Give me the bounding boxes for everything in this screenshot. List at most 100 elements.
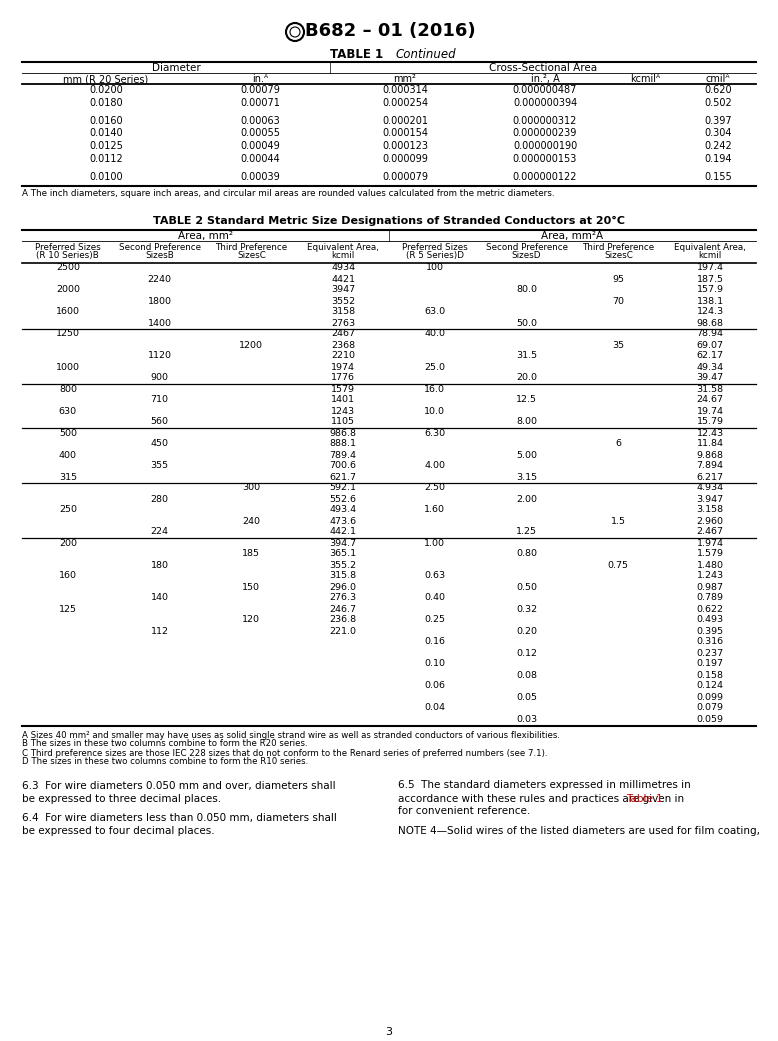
- Text: Second Preference: Second Preference: [118, 243, 201, 252]
- Text: 0.620: 0.620: [704, 85, 732, 95]
- Text: 1800: 1800: [148, 297, 172, 305]
- Text: 25.0: 25.0: [424, 362, 445, 372]
- Text: 0.03: 0.03: [516, 714, 537, 723]
- Text: 1120: 1120: [148, 352, 172, 360]
- Text: SizesD: SizesD: [512, 252, 541, 260]
- Text: 1400: 1400: [148, 319, 172, 328]
- Text: 0.00044: 0.00044: [240, 153, 280, 163]
- Text: 1.5: 1.5: [611, 516, 626, 526]
- Text: 4421: 4421: [331, 275, 355, 283]
- Text: 0.789: 0.789: [696, 593, 724, 603]
- Text: 224: 224: [151, 528, 169, 536]
- Text: Equivalent Area,: Equivalent Area,: [307, 243, 379, 252]
- Text: 0.000314: 0.000314: [382, 85, 428, 95]
- Text: Diameter: Diameter: [152, 64, 201, 73]
- Text: 246.7: 246.7: [330, 605, 356, 613]
- Text: 63.0: 63.0: [424, 307, 446, 316]
- Text: 0.000000190: 0.000000190: [513, 141, 577, 151]
- Text: in.², A: in.², A: [531, 74, 559, 84]
- Text: 3.158: 3.158: [696, 506, 724, 514]
- Text: (R 10 Series)B: (R 10 Series)B: [37, 252, 100, 260]
- Text: 1.60: 1.60: [424, 506, 445, 514]
- Text: 0.40: 0.40: [424, 593, 445, 603]
- Text: 19.74: 19.74: [696, 406, 724, 415]
- Text: 0.124: 0.124: [696, 682, 724, 690]
- Text: 6: 6: [615, 439, 622, 449]
- Text: SizesC: SizesC: [237, 252, 266, 260]
- Text: 4.00: 4.00: [424, 461, 445, 471]
- Text: 0.80: 0.80: [516, 550, 537, 559]
- Text: kcmilᴬ: kcmilᴬ: [630, 74, 660, 84]
- Text: 1401: 1401: [331, 396, 355, 405]
- Text: 1.480: 1.480: [696, 560, 724, 569]
- Text: 355.2: 355.2: [330, 560, 356, 569]
- Text: 0.155: 0.155: [704, 172, 732, 182]
- Text: 800: 800: [59, 384, 77, 393]
- Text: Equivalent Area,: Equivalent Area,: [675, 243, 746, 252]
- Text: 0.304: 0.304: [704, 128, 732, 138]
- Text: 0.00039: 0.00039: [240, 172, 280, 182]
- Text: 40.0: 40.0: [424, 330, 445, 338]
- Text: 5.00: 5.00: [516, 451, 537, 459]
- Text: 70: 70: [612, 297, 625, 305]
- Text: 2240: 2240: [148, 275, 172, 283]
- Text: kcmil: kcmil: [699, 252, 722, 260]
- Text: 221.0: 221.0: [330, 627, 356, 635]
- Text: 11.84: 11.84: [696, 439, 724, 449]
- Text: 0.000000312: 0.000000312: [513, 116, 577, 126]
- Text: mm (R 20 Series): mm (R 20 Series): [63, 74, 149, 84]
- Text: 450: 450: [151, 439, 169, 449]
- Text: 400: 400: [59, 451, 77, 459]
- Text: 31.58: 31.58: [696, 384, 724, 393]
- Text: 157.9: 157.9: [696, 285, 724, 295]
- Text: 1579: 1579: [331, 384, 355, 393]
- Text: 7.894: 7.894: [696, 461, 724, 471]
- Text: 1105: 1105: [331, 417, 355, 427]
- Text: 0.63: 0.63: [424, 572, 446, 581]
- Text: 0.000123: 0.000123: [382, 141, 428, 151]
- Text: 112: 112: [151, 627, 169, 635]
- Text: 0.10: 0.10: [424, 660, 445, 668]
- Text: 1.00: 1.00: [424, 538, 445, 548]
- Text: 0.04: 0.04: [424, 704, 445, 712]
- Text: for convenient reference.: for convenient reference.: [398, 807, 531, 816]
- Text: 0.237: 0.237: [696, 649, 724, 658]
- Text: 621.7: 621.7: [330, 473, 356, 482]
- Text: B The sizes in these two columns combine to form the R20 series.: B The sizes in these two columns combine…: [22, 739, 307, 748]
- Text: be expressed to three decimal places.: be expressed to three decimal places.: [22, 793, 221, 804]
- Text: 280: 280: [151, 494, 169, 504]
- Text: 69.07: 69.07: [696, 340, 724, 350]
- Text: accordance with these rules and practices are given in: accordance with these rules and practice…: [398, 793, 688, 804]
- Text: 0.0200: 0.0200: [89, 85, 123, 95]
- Text: 138.1: 138.1: [696, 297, 724, 305]
- Text: 4.934: 4.934: [696, 483, 724, 492]
- Text: 150: 150: [243, 583, 261, 591]
- Text: 187.5: 187.5: [696, 275, 724, 283]
- Text: 2467: 2467: [331, 330, 355, 338]
- Text: Third Preference: Third Preference: [216, 243, 287, 252]
- Text: 0.000000394: 0.000000394: [513, 98, 577, 107]
- Text: 0.0140: 0.0140: [89, 128, 123, 138]
- Text: 98.68: 98.68: [696, 319, 724, 328]
- Text: 3.947: 3.947: [696, 494, 724, 504]
- Text: Area, mm²: Area, mm²: [178, 230, 233, 240]
- Text: 6.3  For wire diameters 0.050 mm and over, diameters shall: 6.3 For wire diameters 0.050 mm and over…: [22, 781, 335, 790]
- Text: 0.00063: 0.00063: [240, 116, 280, 126]
- Text: 315.8: 315.8: [330, 572, 356, 581]
- Text: 0.316: 0.316: [696, 637, 724, 646]
- Text: 100: 100: [426, 263, 444, 273]
- Text: 1.579: 1.579: [696, 550, 724, 559]
- Text: 0.0125: 0.0125: [89, 141, 123, 151]
- Text: 0.00055: 0.00055: [240, 128, 280, 138]
- Text: 0.000079: 0.000079: [382, 172, 428, 182]
- Text: 185: 185: [243, 550, 261, 559]
- Text: 3947: 3947: [331, 285, 356, 295]
- Text: in.ᴬ: in.ᴬ: [252, 74, 268, 84]
- Text: 0.16: 0.16: [424, 637, 445, 646]
- Text: 50.0: 50.0: [516, 319, 537, 328]
- Text: (R 5 Series)D: (R 5 Series)D: [406, 252, 464, 260]
- Text: 2.960: 2.960: [696, 516, 724, 526]
- Text: 12.5: 12.5: [516, 396, 537, 405]
- Text: Preferred Sizes: Preferred Sizes: [402, 243, 468, 252]
- Text: 1600: 1600: [56, 307, 80, 316]
